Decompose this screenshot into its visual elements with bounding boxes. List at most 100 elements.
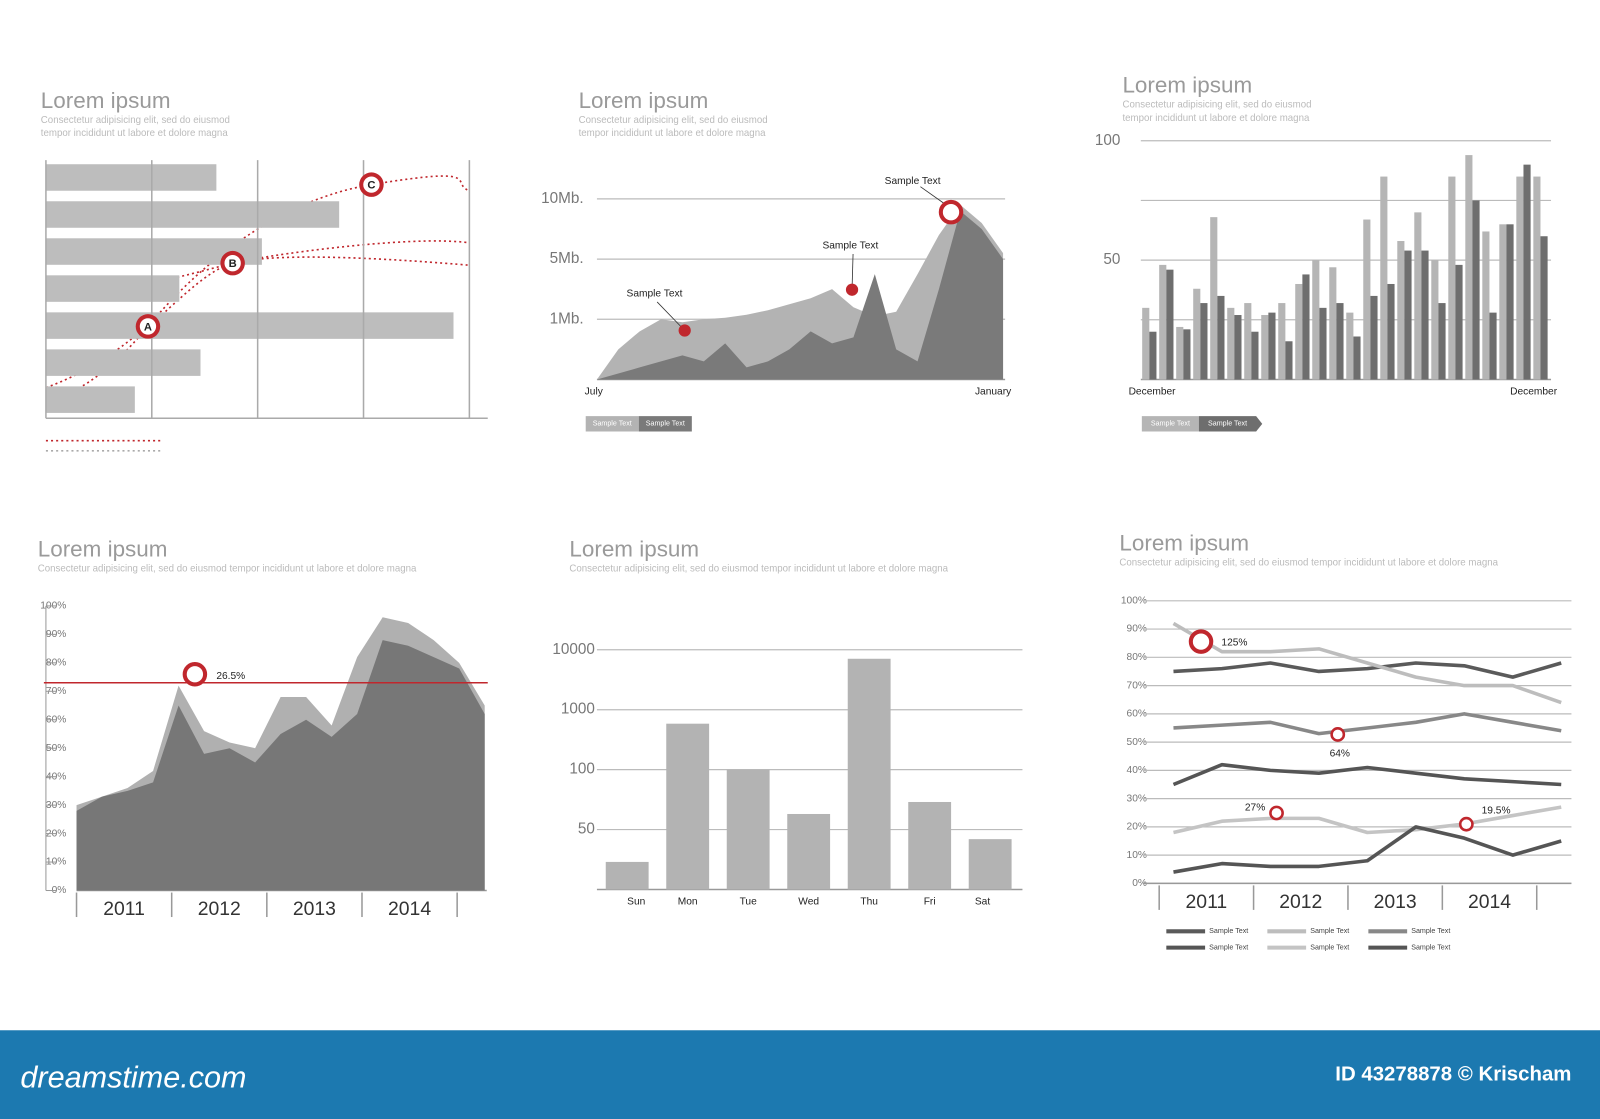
legend-label: Sample Text bbox=[1208, 420, 1247, 428]
bar bbox=[1482, 231, 1490, 380]
bar bbox=[1176, 326, 1184, 380]
marker-ring bbox=[938, 199, 964, 225]
legend-label: Sample Text bbox=[646, 420, 685, 428]
bar bbox=[726, 769, 770, 890]
line bbox=[1173, 661, 1562, 679]
chart-title: Lorem ipsum bbox=[1119, 531, 1249, 556]
legend-label: Sample Text bbox=[1310, 944, 1349, 952]
bar bbox=[45, 164, 217, 191]
annotation: 26.5% bbox=[216, 671, 245, 682]
annotation: 19.5% bbox=[1482, 806, 1511, 817]
bar bbox=[1431, 260, 1439, 380]
y-tick-label: 50% bbox=[46, 743, 66, 754]
legend-swatch bbox=[638, 416, 692, 432]
area bbox=[596, 204, 1004, 380]
chart-subtitle: tempor incididunt ut labore et dolore ma… bbox=[579, 128, 767, 139]
y-tick-label: 100 bbox=[1095, 132, 1121, 149]
footer-credit: ID 43278878 © Krischam bbox=[1335, 1064, 1571, 1086]
x-tick-label: December bbox=[1510, 386, 1558, 397]
bar bbox=[45, 201, 340, 228]
bar bbox=[1465, 155, 1473, 380]
bar bbox=[1533, 176, 1541, 380]
bar bbox=[1302, 274, 1310, 380]
callout-line bbox=[656, 301, 685, 331]
bar bbox=[1244, 303, 1252, 380]
chart-subtitle: Consectetur adipisicing elit, sed do eiu… bbox=[1119, 558, 1498, 569]
bar bbox=[968, 839, 1012, 890]
bar bbox=[1414, 212, 1422, 380]
bar bbox=[1346, 312, 1354, 380]
bar bbox=[1387, 283, 1395, 380]
bar bbox=[1540, 236, 1548, 380]
bar bbox=[1268, 312, 1276, 380]
marker-inner bbox=[224, 255, 241, 272]
y-tick-label: 0% bbox=[1132, 878, 1147, 889]
y-tick-label: 0% bbox=[52, 885, 67, 896]
y-tick-label: 10000 bbox=[552, 641, 595, 658]
bar bbox=[1489, 312, 1497, 380]
bar bbox=[1183, 329, 1191, 380]
bar bbox=[1506, 224, 1514, 380]
y-tick-label: 90% bbox=[1127, 624, 1147, 635]
legend-label: Sample Text bbox=[1151, 420, 1190, 428]
y-tick-label: 70% bbox=[46, 686, 66, 697]
bar bbox=[1353, 336, 1361, 380]
chart-title: Lorem ipsum bbox=[41, 88, 171, 113]
line bbox=[1172, 621, 1562, 705]
legend-label: Sample Text bbox=[1411, 927, 1450, 935]
legend-label: Sample Text bbox=[1411, 944, 1450, 952]
chart-subtitle: Consectetur adipisicing elit, sed do eiu… bbox=[38, 564, 417, 575]
bar bbox=[1319, 307, 1327, 380]
bar bbox=[1370, 295, 1378, 380]
y-tick-label: 1Mb. bbox=[550, 310, 584, 327]
marker-ring bbox=[182, 662, 208, 687]
y-tick-label: 10% bbox=[1127, 850, 1147, 861]
y-tick-label: 30% bbox=[46, 800, 66, 811]
bar bbox=[1278, 303, 1286, 380]
bar bbox=[1251, 331, 1259, 380]
bar bbox=[1166, 269, 1174, 380]
bar bbox=[1142, 307, 1150, 380]
x-tick-label: Fri bbox=[924, 896, 936, 907]
bar bbox=[666, 723, 710, 890]
bar bbox=[847, 658, 891, 890]
bar bbox=[1329, 267, 1337, 380]
x-tick-label: December bbox=[1129, 386, 1177, 397]
bar bbox=[1336, 303, 1344, 380]
x-band-label: 2011 bbox=[103, 898, 145, 920]
footer-bar bbox=[0, 1030, 1600, 1119]
bar bbox=[1193, 288, 1201, 380]
bar bbox=[45, 312, 454, 339]
marker-inner bbox=[139, 318, 157, 335]
y-tick-label: 40% bbox=[46, 771, 66, 782]
marker-ring bbox=[1269, 805, 1284, 821]
x-band-label: 2014 bbox=[1468, 891, 1511, 913]
chart-title: Lorem ipsum bbox=[569, 537, 699, 562]
x-tick-label: Tue bbox=[740, 896, 758, 907]
bar bbox=[1455, 264, 1463, 380]
bar bbox=[1217, 295, 1225, 380]
y-tick-label: 50% bbox=[1127, 737, 1147, 748]
y-tick-label: 40% bbox=[1127, 765, 1147, 776]
line bbox=[1173, 825, 1562, 874]
line bbox=[1172, 762, 1562, 787]
bar bbox=[908, 801, 952, 890]
bar bbox=[1285, 341, 1293, 380]
footer-site: dreamstime.com bbox=[20, 1060, 246, 1094]
marker-inner bbox=[363, 176, 380, 193]
y-tick-label: 10Mb. bbox=[541, 190, 584, 207]
bar bbox=[1472, 200, 1480, 380]
annotation: C bbox=[367, 180, 375, 192]
bar bbox=[1261, 315, 1269, 380]
area bbox=[596, 210, 1004, 380]
x-tick-label: Sat bbox=[975, 896, 990, 907]
chart-title: Lorem ipsum bbox=[1122, 73, 1252, 98]
chart-subtitle: tempor incididunt ut labore et dolore ma… bbox=[1122, 113, 1310, 124]
line bbox=[1173, 712, 1562, 736]
bar bbox=[1380, 176, 1388, 380]
x-tick-label: Wed bbox=[798, 896, 819, 907]
bar bbox=[1438, 303, 1446, 380]
y-tick-label: 20% bbox=[46, 828, 66, 839]
chart-subtitle: Consectetur adipisicing elit, sed do eiu… bbox=[41, 115, 230, 126]
marker-ring bbox=[1458, 816, 1474, 832]
